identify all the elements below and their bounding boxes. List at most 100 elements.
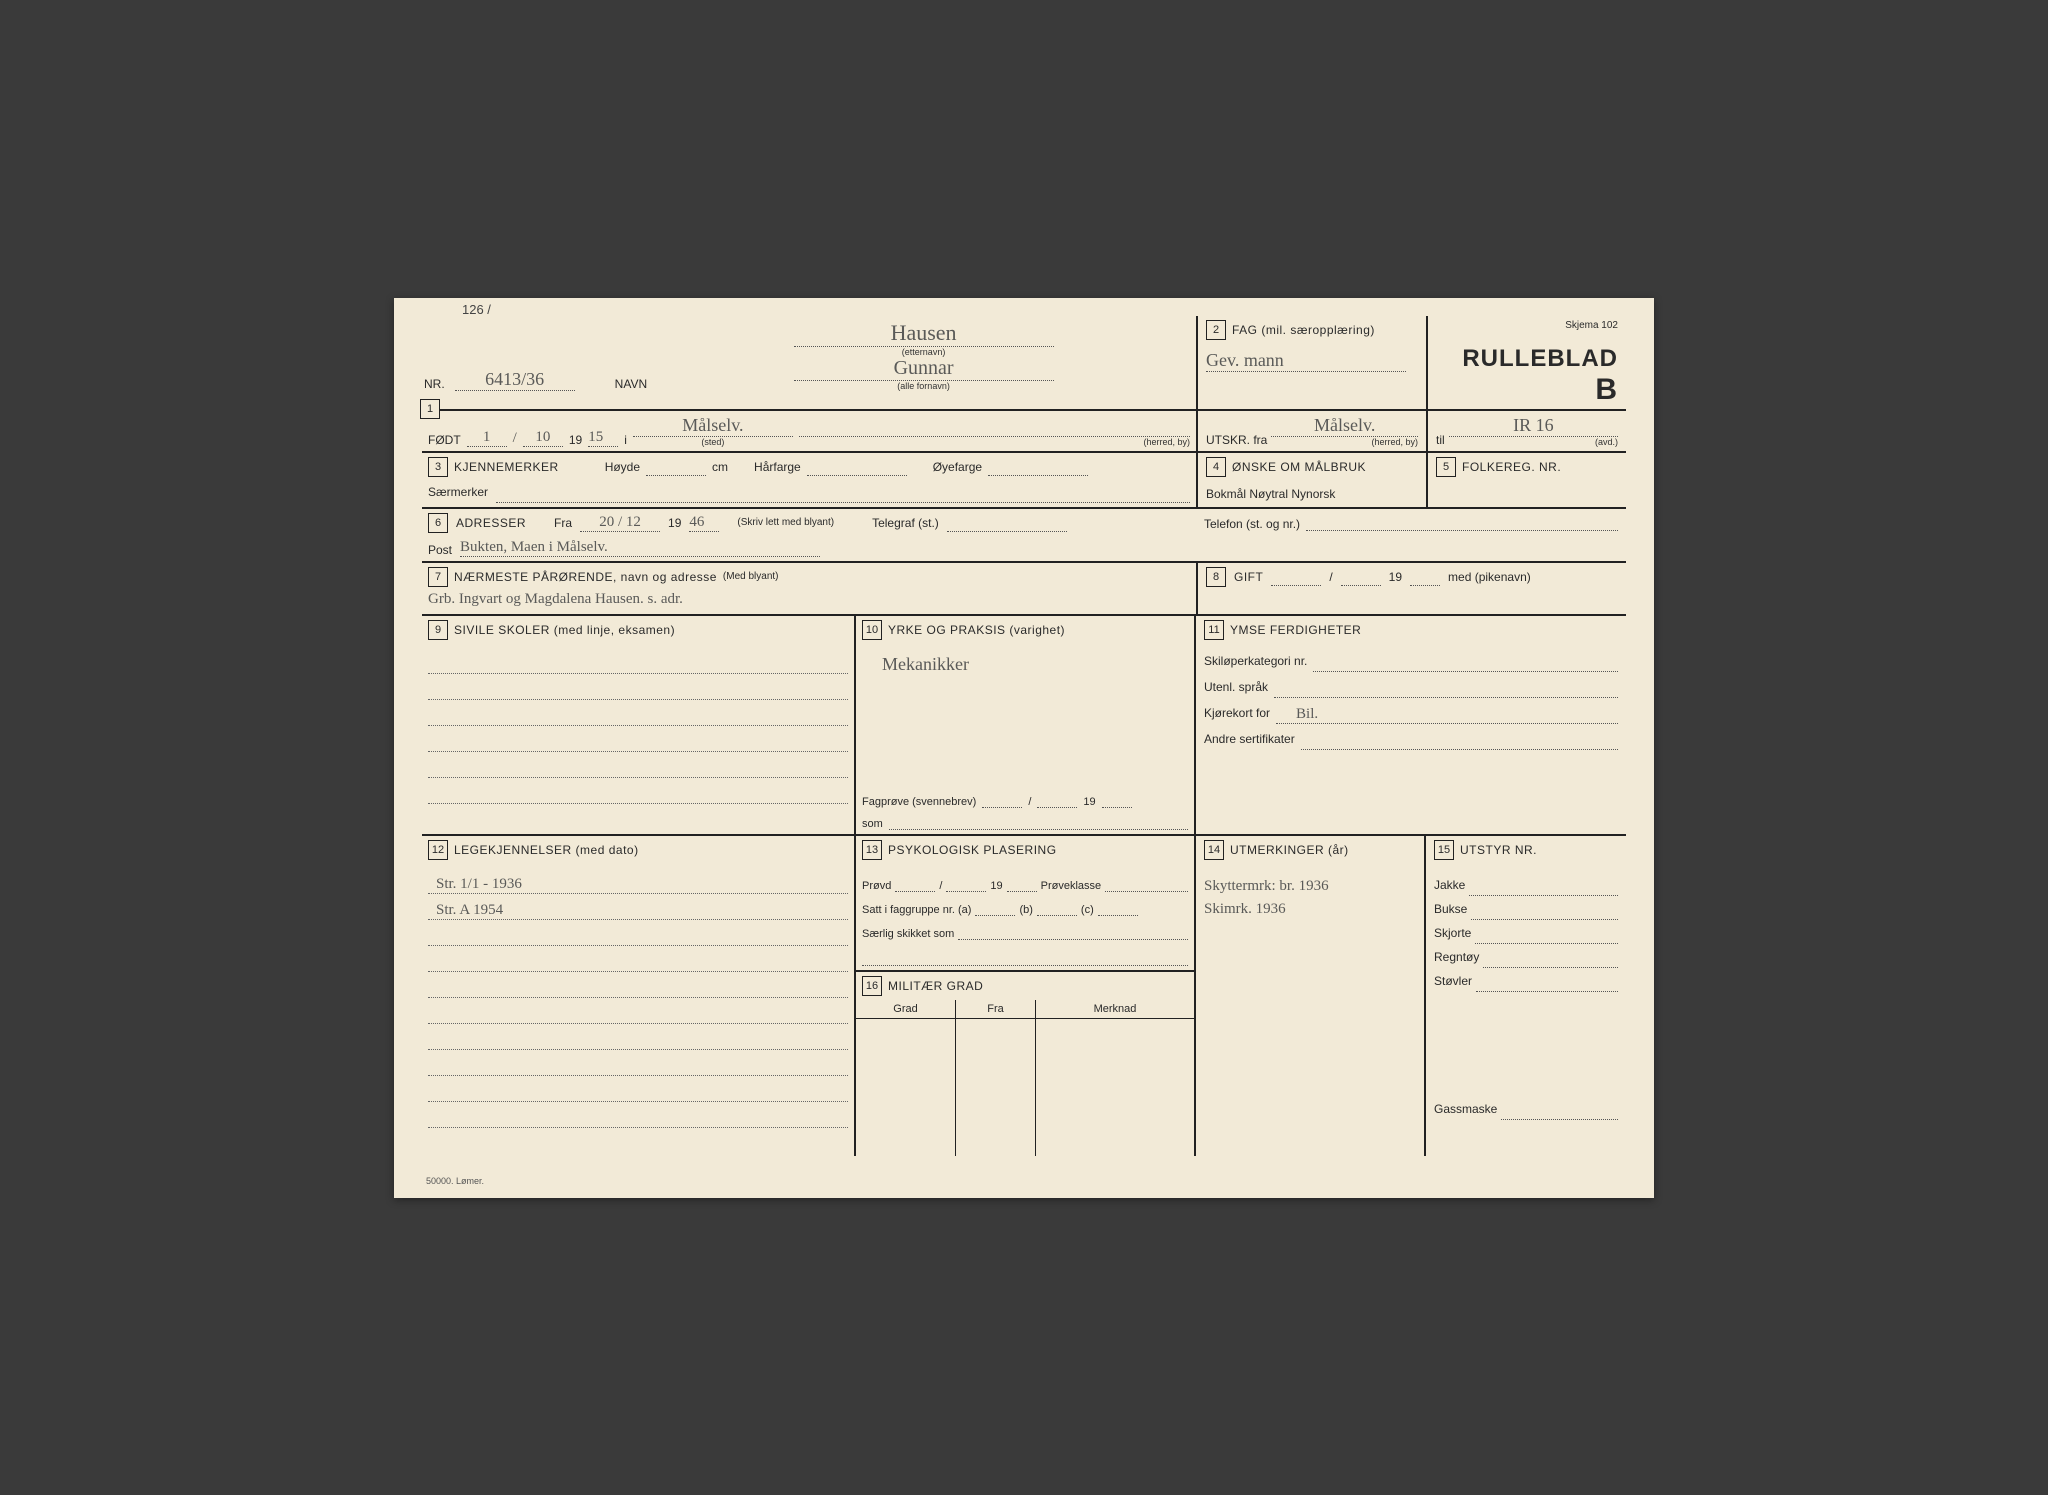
- grad-col-grad: Grad: [856, 1000, 956, 1018]
- section-11: 11 YMSE FERDIGHETER Skiløperkategori nr.…: [1196, 616, 1626, 834]
- row-fodt: FØDT 1 / 10 19 15 i Målselv. (sted) (her…: [422, 411, 1626, 453]
- gift-year: [1410, 568, 1440, 586]
- malbruk-label: ØNSKE OM MÅLBRUK: [1232, 460, 1366, 474]
- rulleblad-suffix: B: [1595, 373, 1618, 406]
- satt-label: Satt i faggruppe nr. (a): [862, 904, 971, 916]
- gift-date1: [1271, 568, 1321, 586]
- post-label: Post: [428, 543, 452, 557]
- row-skoler-yrke: 9 SIVILE SKOLER (med linje, eksamen) 10 …: [422, 616, 1626, 836]
- korekort-value: Bil.: [1276, 706, 1618, 724]
- oyefarge-value: [988, 458, 1088, 476]
- fodt-herred: [799, 419, 1190, 437]
- skoler-line: [428, 726, 848, 752]
- box-6: 6: [428, 513, 448, 533]
- box-7: 7: [428, 567, 448, 587]
- box-13: 13: [862, 840, 882, 860]
- section-10: 10 YRKE OG PRAKSIS (varighet) Mekanikker…: [856, 616, 1196, 834]
- fag-label: FAG (mil. særopplæring): [1232, 323, 1375, 337]
- fagprove-label: Fagprøve (svennebrev): [862, 796, 976, 808]
- fodt-i: i: [624, 433, 627, 447]
- ymse-label: YMSE FERDIGHETER: [1230, 623, 1361, 637]
- row-parorende: 7 NÆRMESTE PÅRØRENDE, navn og adresse (M…: [422, 563, 1626, 616]
- lege-line: [428, 920, 848, 946]
- skjema-label: Skjema 102: [1436, 320, 1618, 331]
- gift-label: GIFT: [1234, 570, 1263, 584]
- utmerk-line2: Skimrk. 1936: [1204, 901, 1416, 918]
- lege-line: [428, 946, 848, 972]
- cm-label: cm: [712, 460, 728, 474]
- box-16: 16: [862, 976, 882, 996]
- grad-body-col: [956, 1019, 1036, 1156]
- skoler-line: [428, 648, 848, 674]
- box-8: 8: [1206, 567, 1226, 587]
- grad-body-col: [1036, 1019, 1194, 1156]
- slash: /: [513, 430, 517, 447]
- rulleblad-form: 126 / NR. 6413/36 NAVN Hausen (etternavn…: [422, 316, 1626, 1188]
- fodt-sted: Målselv.: [633, 415, 793, 437]
- avd-sublabel: (avd.): [1449, 437, 1618, 447]
- box-15: 15: [1434, 840, 1454, 860]
- adresser-label: ADRESSER: [456, 516, 526, 530]
- nr-label: NR.: [424, 377, 445, 391]
- rulleblad-title: RULLEBLAD: [1462, 345, 1618, 372]
- fra-value: 20 / 12: [580, 514, 660, 532]
- row-bottom: 12 LEGEKJENNELSER (med dato) Str. 1/1 - …: [422, 836, 1626, 1156]
- fodt-year: 15: [588, 429, 618, 447]
- fodt-day: 1: [467, 429, 507, 447]
- gift-date2: [1341, 568, 1381, 586]
- lege-line: [428, 1076, 848, 1102]
- box-3: 3: [428, 457, 448, 477]
- section-1: NR. 6413/36 NAVN Hausen (etternavn) Gunn…: [422, 316, 1196, 409]
- lege-line: [428, 1050, 848, 1076]
- skoler-line: [428, 674, 848, 700]
- andre-label: Andre sertifikater: [1204, 732, 1295, 750]
- harfarge-value: [807, 458, 907, 476]
- grad-label: MILITÆR GRAD: [888, 979, 983, 993]
- lege-line: [428, 998, 848, 1024]
- harfarge-label: Hårfarge: [754, 460, 801, 474]
- title-block: Skjema 102 RULLEBLAD B: [1426, 316, 1626, 409]
- fornavn-sublabel: (alle fornavn): [657, 381, 1190, 391]
- row-kjennemerker: 3 KJENNEMERKER Høyde cm Hårfarge Øyefarg…: [422, 453, 1626, 509]
- box-14: 14: [1204, 840, 1224, 860]
- fagprove-century: 19: [1083, 796, 1095, 808]
- skjorte-label: Skjorte: [1434, 926, 1471, 944]
- fodt-century: 19: [569, 433, 582, 447]
- regntoy-label: Regntøy: [1434, 950, 1479, 968]
- folkereg-label: FOLKEREG. NR.: [1462, 460, 1561, 474]
- post-value: Bukten, Maen i Målselv.: [460, 539, 820, 557]
- malbruk-options: Bokmål Nøytral Nynorsk: [1206, 487, 1418, 501]
- provd-label: Prøvd: [862, 880, 891, 892]
- box-5: 5: [1436, 457, 1456, 477]
- box-11: 11: [1204, 620, 1224, 640]
- fornavn-value: Gunnar: [794, 357, 1054, 381]
- ski-label: Skiløperkategori nr.: [1204, 654, 1307, 672]
- gassmaske-label: Gassmaske: [1434, 1102, 1497, 1120]
- row-adresser: 6 ADRESSER Fra 20 / 12 19 46 (Skriv lett…: [422, 509, 1626, 563]
- grad-body-col: [856, 1019, 956, 1156]
- section-15: 15 UTSTYR NR. Jakke Bukse Skjorte Regntø…: [1426, 836, 1626, 1156]
- til-value: IR 16: [1449, 415, 1618, 437]
- klasse-label: Prøveklasse: [1041, 880, 1102, 892]
- yrke-label: YRKE OG PRAKSIS (varighet): [888, 623, 1065, 637]
- lege-line: [428, 1102, 848, 1128]
- etternavn-value: Hausen: [794, 320, 1054, 347]
- sted-sublabel: (sted): [633, 437, 793, 447]
- top-annotation: 126 /: [462, 302, 491, 317]
- box-10: 10: [862, 620, 882, 640]
- saermerker-label: Særmerker: [428, 485, 488, 503]
- box-9: 9: [428, 620, 448, 640]
- navn-label: NAVN: [615, 377, 647, 391]
- gift-med: med (pikenavn): [1448, 570, 1531, 584]
- psyk-label: PSYKOLOGISK PLASERING: [888, 843, 1057, 857]
- jakke-label: Jakke: [1434, 878, 1465, 896]
- skoler-line: [428, 752, 848, 778]
- utskr-label: UTSKR. fra: [1206, 433, 1267, 447]
- skoler-line: [428, 700, 848, 726]
- utmerk-line1: Skyttermrk: br. 1936: [1204, 878, 1416, 895]
- bukse-label: Bukse: [1434, 902, 1467, 920]
- hoyde-value: [646, 458, 706, 476]
- lege-line: Str. 1/1 - 1936: [428, 868, 848, 894]
- parorende-hint: (Med blyant): [723, 571, 779, 582]
- fag-value: Gev. mann: [1206, 350, 1406, 372]
